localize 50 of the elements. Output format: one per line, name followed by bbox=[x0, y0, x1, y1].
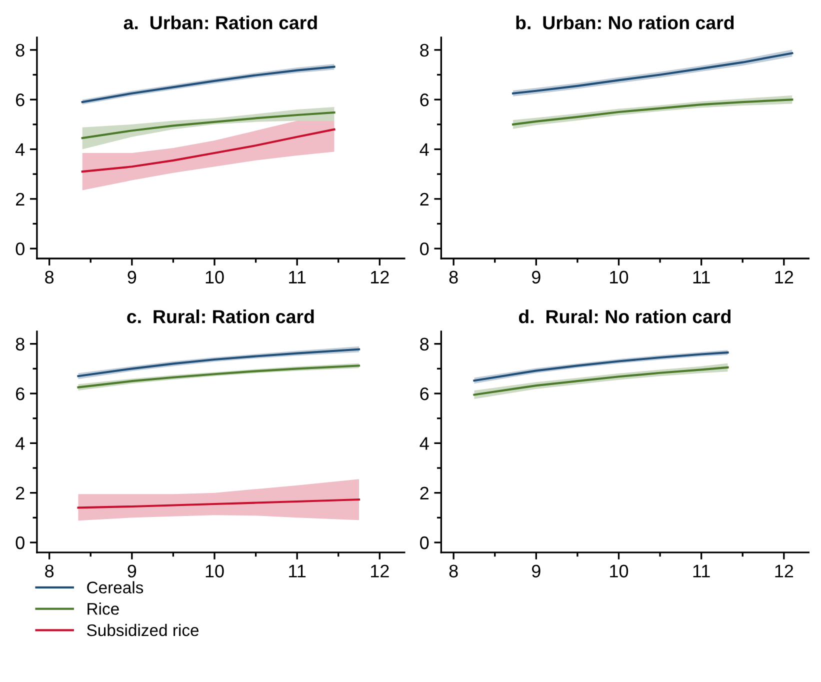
chart-title: a. Urban: Ration card bbox=[124, 16, 317, 30]
y-tick-label: 0 bbox=[16, 242, 24, 256]
x-tick-label: 11 bbox=[289, 564, 306, 578]
x-tick-label: 8 bbox=[45, 564, 54, 578]
y-tick-label: 4 bbox=[420, 143, 429, 156]
chart-title: d. Rural: No ration card bbox=[518, 310, 730, 324]
x-tick-label: 8 bbox=[449, 564, 458, 578]
line-series bbox=[81, 128, 336, 173]
x-tick-label: 12 bbox=[371, 564, 389, 578]
x-tick-label: 9 bbox=[128, 564, 136, 578]
x-tick-label: 10 bbox=[206, 564, 224, 578]
y-tick-label: 0 bbox=[420, 242, 429, 256]
chart-title: c. Rural: Ration card bbox=[127, 310, 314, 324]
line-series bbox=[77, 498, 360, 509]
legend-label: Subsidized rice bbox=[87, 624, 199, 636]
y-tick-label: 2 bbox=[420, 486, 428, 500]
legend-label: Rice bbox=[88, 602, 119, 615]
x-tick-label: 11 bbox=[693, 270, 710, 284]
y-tick-label: 0 bbox=[16, 536, 24, 550]
x-tick-label: 10 bbox=[206, 270, 224, 284]
y-tick-label: 0 bbox=[420, 536, 429, 550]
x-tick-label: 10 bbox=[610, 564, 628, 578]
y-tick-label: 8 bbox=[16, 44, 24, 57]
x-tick-label: 12 bbox=[775, 270, 794, 284]
y-tick-label: 4 bbox=[16, 143, 25, 156]
x-tick-label: 9 bbox=[128, 270, 136, 284]
legend-label: Cereals bbox=[87, 581, 144, 594]
y-tick-label: 2 bbox=[16, 192, 24, 206]
y-tick-label: 4 bbox=[16, 437, 25, 450]
y-tick-label: 8 bbox=[420, 338, 429, 351]
y-tick-label: 8 bbox=[16, 338, 24, 351]
y-tick-label: 8 bbox=[420, 44, 429, 57]
x-tick-label: 10 bbox=[610, 270, 628, 284]
x-tick-label: 8 bbox=[45, 270, 54, 284]
x-tick-label: 9 bbox=[532, 564, 540, 578]
y-tick-label: 2 bbox=[16, 486, 24, 500]
x-tick-label: 12 bbox=[371, 270, 389, 284]
y-tick-label: 2 bbox=[420, 192, 428, 206]
x-tick-label: 11 bbox=[289, 270, 306, 284]
y-tick-label: 6 bbox=[420, 387, 429, 400]
y-tick-label: 6 bbox=[16, 94, 24, 106]
chart-title: b. Urban: No ration card bbox=[516, 16, 734, 30]
x-tick-label: 8 bbox=[449, 270, 458, 284]
line-series bbox=[81, 111, 336, 140]
y-tick-label: 6 bbox=[420, 94, 429, 106]
x-tick-label: 9 bbox=[532, 270, 540, 284]
y-tick-label: 4 bbox=[420, 437, 429, 450]
y-tick-label: 6 bbox=[16, 387, 24, 400]
x-tick-label: 12 bbox=[775, 564, 794, 578]
x-tick-label: 11 bbox=[693, 564, 710, 578]
